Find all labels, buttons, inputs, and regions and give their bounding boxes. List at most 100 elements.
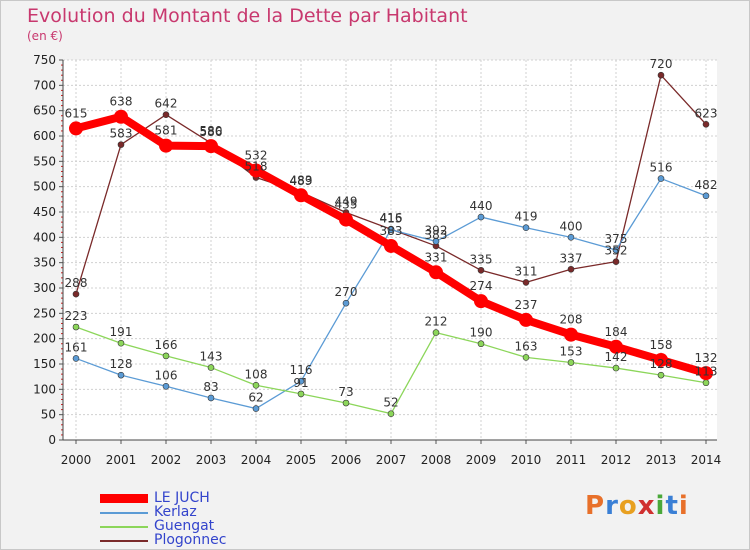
x-tick-label: 2014	[691, 453, 722, 467]
y-tick-label: 200	[33, 332, 56, 346]
data-point	[567, 234, 575, 241]
data-label: 400	[560, 219, 583, 233]
data-point	[702, 192, 710, 200]
proxiti-logo: Proxiti	[585, 491, 689, 521]
data-label: 153	[560, 344, 583, 358]
data-label: 337	[560, 251, 583, 265]
data-label: 483	[290, 173, 313, 187]
data-label: 583	[110, 127, 133, 141]
y-tick-label: 50	[41, 408, 56, 422]
data-point	[564, 327, 578, 342]
data-point	[522, 224, 530, 232]
data-point	[252, 405, 260, 412]
data-label: 270	[335, 285, 358, 299]
data-point	[204, 139, 218, 154]
y-tick-label: 400	[33, 230, 56, 244]
data-label: 449	[335, 195, 358, 209]
data-point	[72, 290, 80, 298]
data-label: 132	[695, 351, 718, 365]
data-label: 581	[155, 124, 178, 138]
data-point	[207, 394, 215, 402]
data-label: 190	[470, 326, 493, 340]
y-tick-label: 550	[33, 154, 56, 168]
data-label: 419	[515, 210, 538, 224]
data-point	[162, 352, 170, 360]
data-point	[387, 226, 395, 234]
x-tick-label: 2003	[196, 453, 227, 467]
data-point	[339, 212, 353, 227]
legend-label: Guengat	[154, 518, 215, 534]
data-label: 383	[380, 224, 403, 238]
data-point	[522, 354, 530, 361]
data-label: 489	[290, 174, 313, 188]
y-tick-label: 100	[33, 382, 56, 396]
data-point	[519, 312, 533, 327]
legend-label: Plogonnec	[154, 532, 227, 548]
x-tick-label: 2004	[241, 453, 272, 467]
data-label: 518	[245, 160, 268, 174]
data-label: 532	[245, 148, 268, 162]
y-tick-label: 450	[33, 205, 56, 219]
data-point	[702, 379, 710, 387]
data-label: 335	[470, 252, 493, 266]
data-point	[342, 299, 350, 307]
y-tick-label: 300	[33, 281, 56, 295]
data-label: 642	[155, 97, 178, 111]
data-label: 73	[338, 385, 353, 399]
data-point	[477, 266, 485, 274]
data-label: 212	[425, 315, 448, 329]
data-point	[252, 381, 260, 389]
data-label: 223	[65, 309, 88, 323]
data-label: 158	[650, 338, 673, 352]
data-label: 623	[695, 106, 718, 120]
data-label: 237	[515, 298, 538, 312]
data-point	[117, 371, 125, 379]
data-point	[567, 359, 575, 366]
data-point	[159, 138, 173, 153]
data-point	[249, 163, 263, 178]
legend-label: LE JUCH	[154, 490, 210, 506]
data-label: 142	[605, 350, 628, 364]
data-label: 166	[155, 338, 178, 352]
y-tick-label: 650	[33, 104, 56, 118]
legend-item: Plogonnec	[100, 532, 300, 550]
data-label: 416	[380, 211, 403, 225]
data-label: 62	[248, 391, 263, 405]
x-tick-label: 2001	[106, 453, 137, 467]
data-point	[207, 364, 215, 371]
data-label: 615	[65, 106, 88, 120]
data-label: 106	[155, 368, 178, 382]
data-label: 184	[605, 325, 628, 339]
y-tick-label: 750	[33, 53, 56, 67]
data-label: 52	[383, 396, 398, 410]
data-point	[612, 364, 620, 372]
data-label: 143	[200, 350, 223, 364]
x-tick-label: 2005	[286, 453, 317, 467]
data-label: 580	[200, 124, 223, 138]
data-point	[429, 265, 443, 280]
data-label: 288	[65, 276, 88, 290]
data-label: 482	[695, 178, 718, 192]
data-point	[162, 111, 170, 119]
data-point	[432, 238, 440, 245]
data-point	[297, 390, 305, 398]
data-point	[477, 213, 485, 221]
y-tick-label: 700	[33, 78, 56, 92]
data-label: 331	[425, 250, 448, 264]
data-point	[72, 323, 80, 331]
data-label: 128	[650, 357, 673, 371]
x-tick-label: 2011	[556, 453, 587, 467]
data-point	[567, 265, 575, 273]
data-label: 128	[110, 357, 133, 371]
data-label: 113	[695, 365, 718, 379]
data-point	[69, 121, 83, 136]
data-point	[609, 339, 623, 354]
legend-swatch	[100, 512, 148, 514]
legend-swatch	[100, 526, 148, 528]
legend-label: Kerlaz	[154, 504, 197, 520]
chart-title: Evolution du Montant de la Dette par Hab…	[27, 5, 468, 27]
data-label: 161	[65, 340, 88, 354]
data-label: 638	[110, 95, 133, 109]
y-tick-label: 250	[33, 306, 56, 320]
